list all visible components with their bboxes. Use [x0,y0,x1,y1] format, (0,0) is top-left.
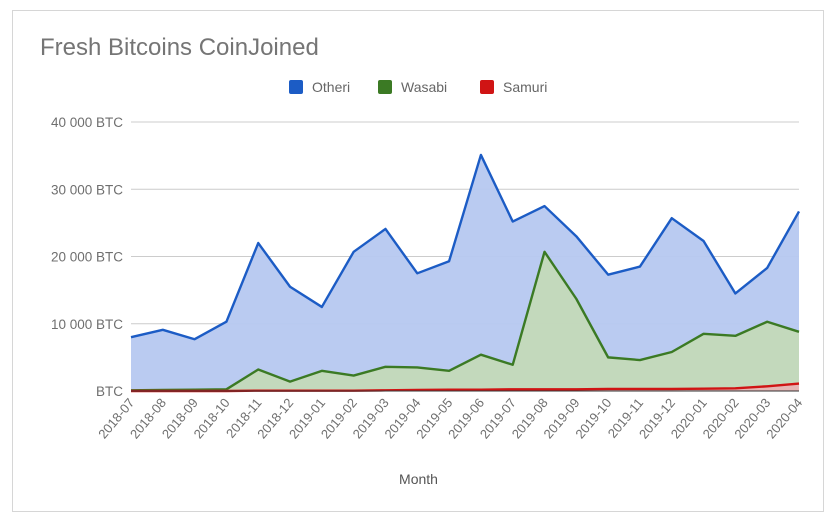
y-tick-label: 20 000 BTC [51,250,123,265]
x-axis-label: Month [399,471,438,487]
legend-item-wasabi[interactable]: Wasabi [378,79,447,95]
legend-swatch-samuri [480,80,494,94]
y-tick-label: BTC [96,384,123,399]
line-wasabi [130,250,800,392]
chart-title: Fresh Bitcoins CoinJoined [40,34,319,61]
legend-item-samuri[interactable]: Samuri [480,79,547,95]
legend-item-otheri[interactable]: Otheri [289,79,350,95]
legend-label-wasabi: Wasabi [401,79,448,95]
legend-swatch-otheri [289,80,303,94]
y-tick-label: 30 000 BTC [51,182,123,197]
chart-legend: Otheri Wasabi Samuri [0,79,837,99]
y-tick-label: 40 000 BTC [51,115,123,130]
legend-swatch-wasabi [378,80,392,94]
legend-label-otheri: Otheri [312,79,351,95]
area-otheri [131,154,799,391]
y-tick-label: 10 000 BTC [51,317,123,332]
line-otheri [130,153,801,341]
legend-label-samuri: Samuri [503,79,548,95]
